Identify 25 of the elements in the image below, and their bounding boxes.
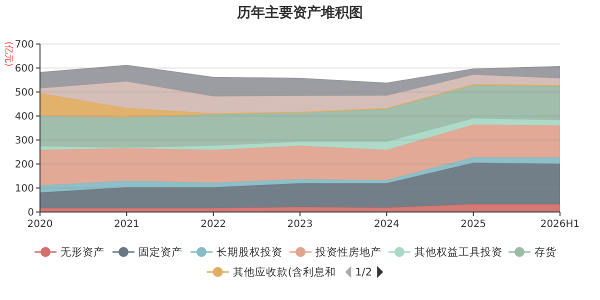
y-tick-label: 100	[14, 184, 34, 194]
x-tick-label: 2025	[460, 219, 486, 230]
legend-label: 长期股权投资	[216, 246, 282, 259]
legend-label: 其他应收款(含利息和	[232, 266, 336, 279]
legend-label: 固定资产	[138, 246, 182, 259]
x-tick-label: 2023	[287, 219, 313, 230]
x-tick-label: 2020	[27, 219, 53, 230]
text: 1/2	[355, 266, 372, 279]
legend-label: 无形资产	[60, 246, 104, 259]
y-tick-label: 700	[14, 40, 34, 50]
y-tick-label: 600	[14, 64, 34, 74]
legend-label: 其他权益工具投资	[414, 246, 502, 259]
x-tick-label: 2021	[114, 219, 140, 230]
y-tick-label: 0	[28, 208, 34, 218]
y-tick-label: 400	[14, 112, 34, 122]
y-tick-label: 500	[14, 88, 34, 98]
chart-title: 历年主要资产堆积图	[236, 4, 363, 21]
y-tick-label: 300	[14, 136, 34, 146]
y-axis-title: (亿元)	[2, 41, 14, 67]
x-tick-label: 2022	[200, 219, 226, 230]
x-tick-label: 2026H1	[540, 219, 580, 230]
legend-label: 投资性房地产	[314, 246, 382, 259]
legend-label: 存货	[534, 246, 556, 259]
y-tick-label: 200	[14, 160, 34, 170]
x-tick-label: 2024	[374, 219, 400, 230]
